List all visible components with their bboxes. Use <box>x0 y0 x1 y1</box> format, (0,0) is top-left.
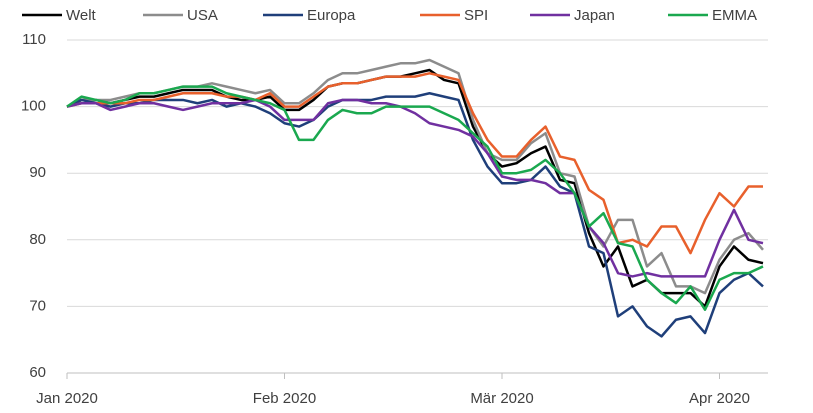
y-tick-label: 70 <box>29 297 46 314</box>
legend-label: Welt <box>66 7 97 24</box>
x-tick-label: Apr 2020 <box>689 390 750 407</box>
y-tick-label: 110 <box>22 31 46 48</box>
y-tick-label: 100 <box>21 98 46 115</box>
legend-label: USA <box>187 7 218 24</box>
x-tick-label: Jan 2020 <box>36 390 98 407</box>
y-tick-label: 90 <box>29 164 46 181</box>
legend-label: Europa <box>307 7 356 24</box>
series-line <box>66 92 764 338</box>
y-tick-label: 80 <box>29 231 46 248</box>
y-tick-label: 60 <box>29 364 46 381</box>
legend-label: SPI <box>464 7 488 24</box>
x-tick-label: Feb 2020 <box>253 390 316 407</box>
series-line <box>66 98 764 278</box>
series-line <box>66 85 764 311</box>
legend-label: EMMA <box>712 7 757 24</box>
x-tick-label: Mär 2020 <box>470 390 533 407</box>
series-line <box>66 72 763 255</box>
legend-label: Japan <box>574 7 615 24</box>
